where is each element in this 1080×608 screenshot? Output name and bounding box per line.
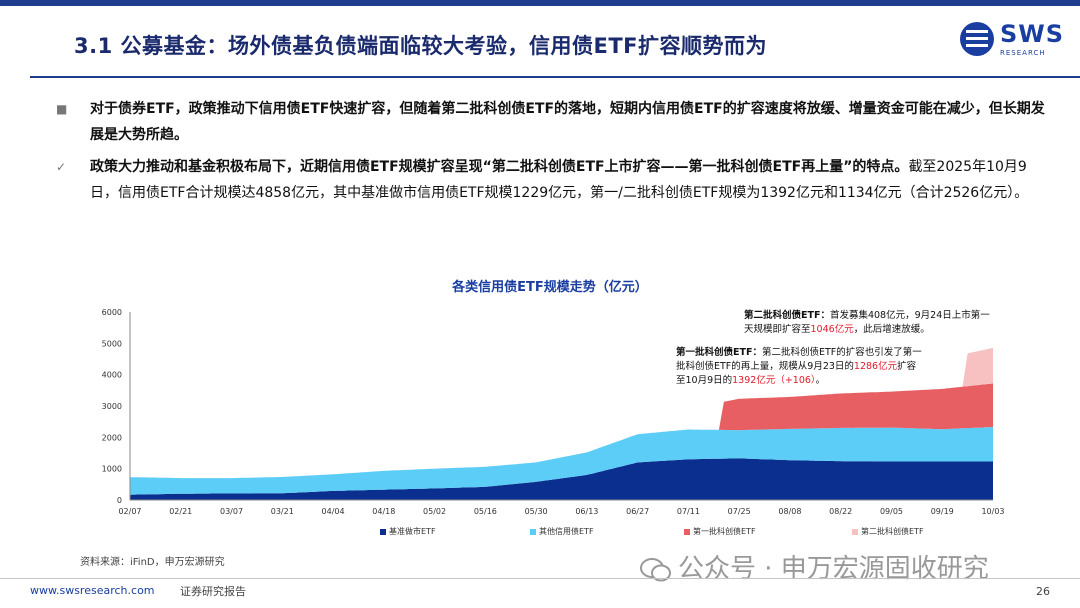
area-series-2 [130,383,993,479]
page-number: 26 [1036,585,1050,598]
legend-item-other: 其他信用债ETF [530,526,594,537]
legend-swatch-first-batch [684,528,690,535]
annotation-first-batch-text1: 第二批科创债ETF的扩容也引发了第一批科创债ETF的再上量，规模从9月23日的 [676,347,922,372]
sws-logo: SWS RESEARCH [960,20,1070,66]
annotation-first-batch-highlight2: 1392亿元（+106） [732,375,816,386]
footer-note: 证券研究报告 [180,585,246,598]
x-tick-label: 05/16 [474,507,497,516]
annotation-first-batch-text3: 。 [815,375,826,386]
bullet-1: ■ 对于债券ETF，政策推动下信用债ETF快速扩容，但随着第二批科创债ETF的落… [56,96,1052,148]
x-tick-label: 07/25 [728,507,751,516]
x-tick-label: 09/19 [931,507,954,516]
bullet-2: ✓ 政策大力推动和基金积极布局下，近期信用债ETF规模扩容呈现“第二批科创债ET… [56,154,1052,206]
annotation-second-batch-highlight: 1046亿元 [810,324,854,335]
x-tick-label: 02/21 [169,507,192,516]
source-note: 资料来源：iFinD，申万宏源研究 [80,557,225,568]
check-bullet-icon: ✓ [56,160,67,174]
logo-mark-icon [960,22,994,56]
x-tick-label: 08/22 [829,507,852,516]
bullet-2-bold: 政策大力推动和基金积极布局下，近期信用债ETF规模扩容呈现“第二批科创债ETF上… [90,159,909,175]
annotation-first-batch: 第一批科创债ETF：第二批科创债ETF的扩容也引发了第一批科创债ETF的再上量，… [676,346,922,388]
y-tick-label: 4000 [102,371,122,380]
legend-item-first-batch: 第一批科创债ETF [684,526,756,537]
x-tick-label: 07/11 [677,507,700,516]
x-tick-label: 05/30 [525,507,548,516]
y-tick-label: 5000 [102,339,122,348]
annotation-second-batch-text2: ，此后增速放缓。 [853,324,930,335]
x-tick-label: 08/08 [778,507,801,516]
x-tick-label: 03/07 [220,507,243,516]
x-tick-label: 04/04 [322,507,345,516]
annotation-first-batch-highlight1: 1286亿元 [853,361,898,372]
legend-label-other: 其他信用债ETF [539,527,594,536]
chart-title: 各类信用债ETF规模走势（亿元） [452,280,648,295]
x-tick-label: 06/27 [626,507,649,516]
bullet-2-text: 截至2025年10月9日，信用债ETF合计规模达4858亿元，其中基准做市信用债… [90,159,1029,201]
x-tick-label: 03/21 [271,507,294,516]
legend-label-first-batch: 第一批科创债ETF [693,527,756,536]
y-tick-label: 1000 [102,465,122,474]
x-tick-label: 10/03 [981,507,1004,516]
wechat-icon [640,557,671,581]
annotation-second-batch-label: 第二批科创债ETF： [744,310,830,321]
logo-name: SWS [1000,20,1065,48]
legend-swatch-second-batch [852,528,858,535]
x-tick-label: 05/02 [423,507,446,516]
area-series-0 [130,458,993,500]
y-tick-label: 0 [117,496,122,505]
legend-swatch-other [530,528,536,535]
watermark-text: 公众号 · 申万宏源固收研究 [678,554,989,584]
footer-divider [0,578,1080,579]
y-tick-label: 3000 [102,402,122,411]
x-tick-label: 09/05 [880,507,903,516]
legend-label-second-batch: 第二批科创债ETF [861,527,924,536]
annotation-second-batch: 第二批科创债ETF：首发募集408亿元，9月24日上市第一天规模即扩容至1046… [744,309,996,337]
bullet-1-text: 对于债券ETF，政策推动下信用债ETF快速扩容，但随着第二批科创债ETF的落地，… [90,101,1045,143]
square-bullet-icon: ■ [56,102,68,116]
annotation-first-batch-label: 第一批科创债ETF： [676,347,762,358]
legend-item-benchmark: 基准做市ETF [380,526,436,537]
legend-label-benchmark: 基准做市ETF [389,527,436,536]
x-tick-label: 02/07 [118,507,141,516]
bullet-2-body: 政策大力推动和基金积极布局下，近期信用债ETF规模扩容呈现“第二批科创债ETF上… [62,154,1052,206]
area-series-1 [130,427,993,495]
x-tick-label: 06/13 [575,507,598,516]
etf-scale-chart: 0 1000 2000 3000 4000 5000 6000 02/07 02/21 03/07… [102,308,1005,516]
x-tick-label: 04/18 [372,507,395,516]
watermark: 公众号 · 申万宏源固收研究 [640,548,989,585]
logo-subtitle: RESEARCH [1000,49,1046,57]
title-accent-bar [0,0,1080,6]
y-tick-label: 6000 [102,308,122,317]
footer-url[interactable]: www.swsresearch.com [30,584,155,597]
y-tick-label: 2000 [102,433,122,442]
title-divider [30,76,1080,78]
annotation-second-batch-text1: 首发募集408亿元，9月24日上市第一天规模即扩容至 [744,310,990,335]
annotation-first-batch-text2: 扩容至10月9日的 [676,361,917,386]
legend-item-second-batch: 第二批科创债ETF [852,526,924,537]
title-bar: 3.1 公募基金：场外债基负债端面临较大考验，信用债ETF扩容顺势而为 SWS … [0,0,1080,80]
page-title: 3.1 公募基金：场外债基负债端面临较大考验，信用债ETF扩容顺势而为 [74,34,768,58]
legend-swatch-benchmark [380,528,386,535]
